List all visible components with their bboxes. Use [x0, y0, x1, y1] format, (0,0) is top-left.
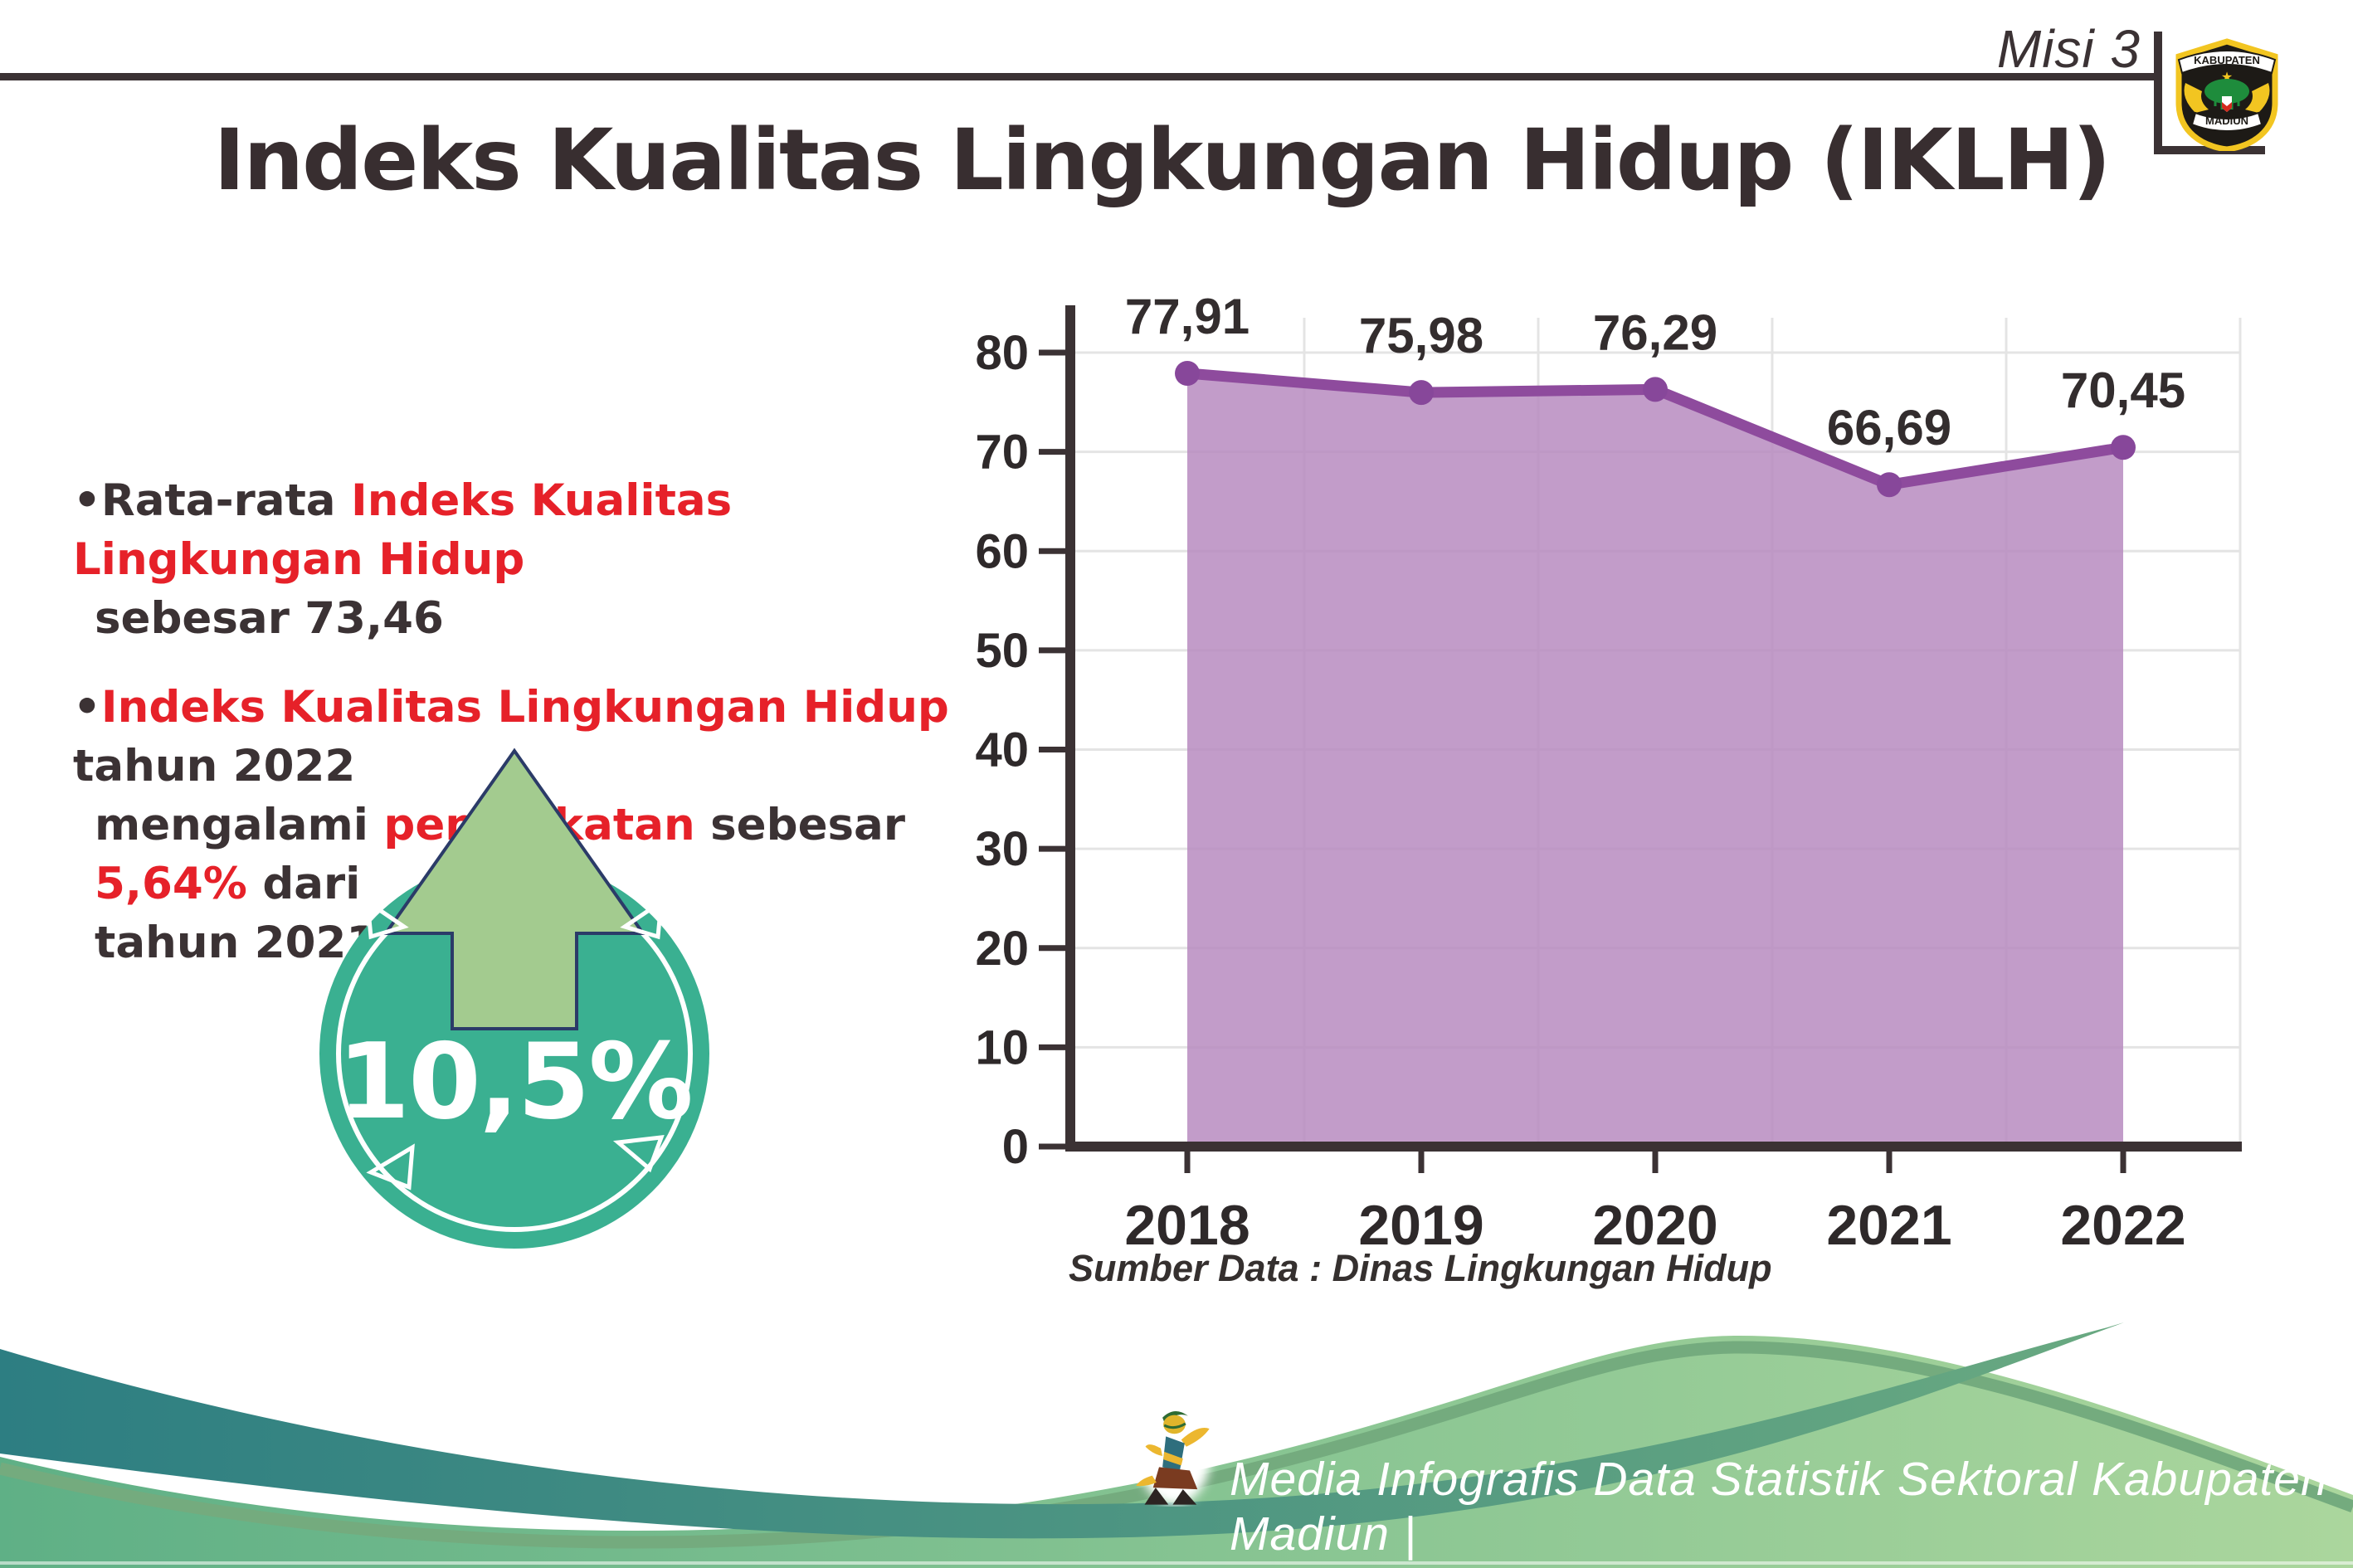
misi-label: Misi 3: [1996, 19, 2141, 79]
increase-badge-arrow: [382, 747, 646, 1030]
chart-point: [1877, 472, 1902, 498]
dancer-mascot-icon: [1136, 1409, 1211, 1505]
logo-bottom-banner: [2190, 111, 2263, 132]
bullet-text-segment: sebesar: [694, 800, 905, 851]
bullet-text-segment: tahun 2021: [95, 918, 378, 969]
increase-badge-value: 10,5%: [337, 1020, 693, 1142]
chart-value-labels: 77,91 75,98 76,29 66,69 70,45: [1125, 289, 2185, 455]
triangle-accent-icon: [365, 897, 409, 940]
y-axis-tick-label: 10: [975, 1020, 1029, 1074]
header-rule: [0, 73, 2156, 80]
up-arrow-icon: [382, 747, 646, 1030]
chart-value-label: 70,45: [2061, 363, 2185, 418]
x-axis-tick-label: 2022: [2060, 1194, 2185, 1257]
logo-top-text: KABUPATEN: [2194, 54, 2260, 66]
bullet-marker: •: [73, 682, 101, 733]
triangle-accent-icon: [612, 1135, 665, 1173]
x-axis-tick-label: 2021: [1826, 1194, 1951, 1257]
triangle-accent-icon: [620, 897, 664, 940]
logo-center-chevron: [2222, 102, 2232, 112]
y-axis-tick-label: 80: [975, 326, 1029, 380]
kabupaten-madiun-logo: KABUPATEN ★ MADIUN: [2175, 38, 2278, 151]
x-axis-ticks-labels: 2018 2019 2020 2021 2022: [1124, 1147, 2186, 1257]
chart-source-caption: Sumber Data : Dinas Lingkungan Hidup: [1069, 1247, 1772, 1289]
chart-point: [2111, 435, 2136, 460]
chart-gridlines: [1070, 318, 2242, 1147]
bullet-text-segment: sebesar 73,46: [95, 593, 444, 645]
logo-frame-vertical: [2154, 32, 2162, 154]
chart-value-label: 66,69: [1827, 400, 1951, 455]
chart-point: [1409, 380, 1434, 406]
logo-left-wing-icon: [2184, 83, 2209, 113]
y-axis-tick-label: 0: [1002, 1120, 1029, 1174]
chart-line: [1181, 368, 2129, 490]
chart-point: [1175, 361, 1200, 387]
bullet-line: sebesar 73,46: [73, 589, 994, 648]
bullet-text-segment: tahun 2022: [73, 741, 356, 792]
bullet-line: •Indeks Kualitas Lingkungan Hidup tahun …: [73, 678, 994, 796]
chart-value-label: 75,98: [1359, 308, 1483, 363]
chart-value-label: 76,29: [1593, 304, 1717, 360]
bullet-text-segment: dari: [246, 859, 361, 910]
bullet-line: tahun 2021: [73, 913, 994, 972]
logo-top-banner: [2177, 50, 2277, 75]
triangle-accent-icon: [366, 1143, 415, 1191]
increase-badge-decorations: [365, 897, 665, 1191]
bullet-text-segment: mengalami: [95, 800, 384, 851]
bullet-text-segment: Indeks Kualitas Lingkungan Hidup: [100, 682, 949, 733]
chart-area-fill: [1187, 373, 2123, 1147]
bullet-text-segment: 5,64%: [95, 859, 247, 910]
logo-bottom-text: MADIUN: [2205, 114, 2248, 127]
chart-value-label: 77,91: [1125, 289, 1250, 344]
logo-frame-horizontal: [2154, 146, 2265, 154]
page-title: Indeks Kualitas Lingkungan Hidup (IKLH): [213, 111, 2112, 210]
footer-credit: Media Infografis Data Statistik Sektoral…: [1230, 1453, 2328, 1561]
chart-points: [1175, 361, 2136, 498]
chart-point: [1643, 377, 1668, 402]
bullet-text-segment: Indeks Kualitas Lingkungan Hidup: [73, 475, 733, 586]
bullet-marker: •: [73, 475, 101, 526]
bullet-text-segment: Rata-rata: [100, 475, 352, 526]
logo-right-wing-icon: [2245, 83, 2270, 113]
bullet-line: •Rata-rata Indeks Kualitas Lingkungan Hi…: [73, 471, 994, 589]
footer-bottom-strip: [0, 1561, 2353, 1565]
bullet-item: •Rata-rata Indeks Kualitas Lingkungan Hi…: [73, 471, 994, 648]
chart-axes: [1065, 305, 2242, 1152]
